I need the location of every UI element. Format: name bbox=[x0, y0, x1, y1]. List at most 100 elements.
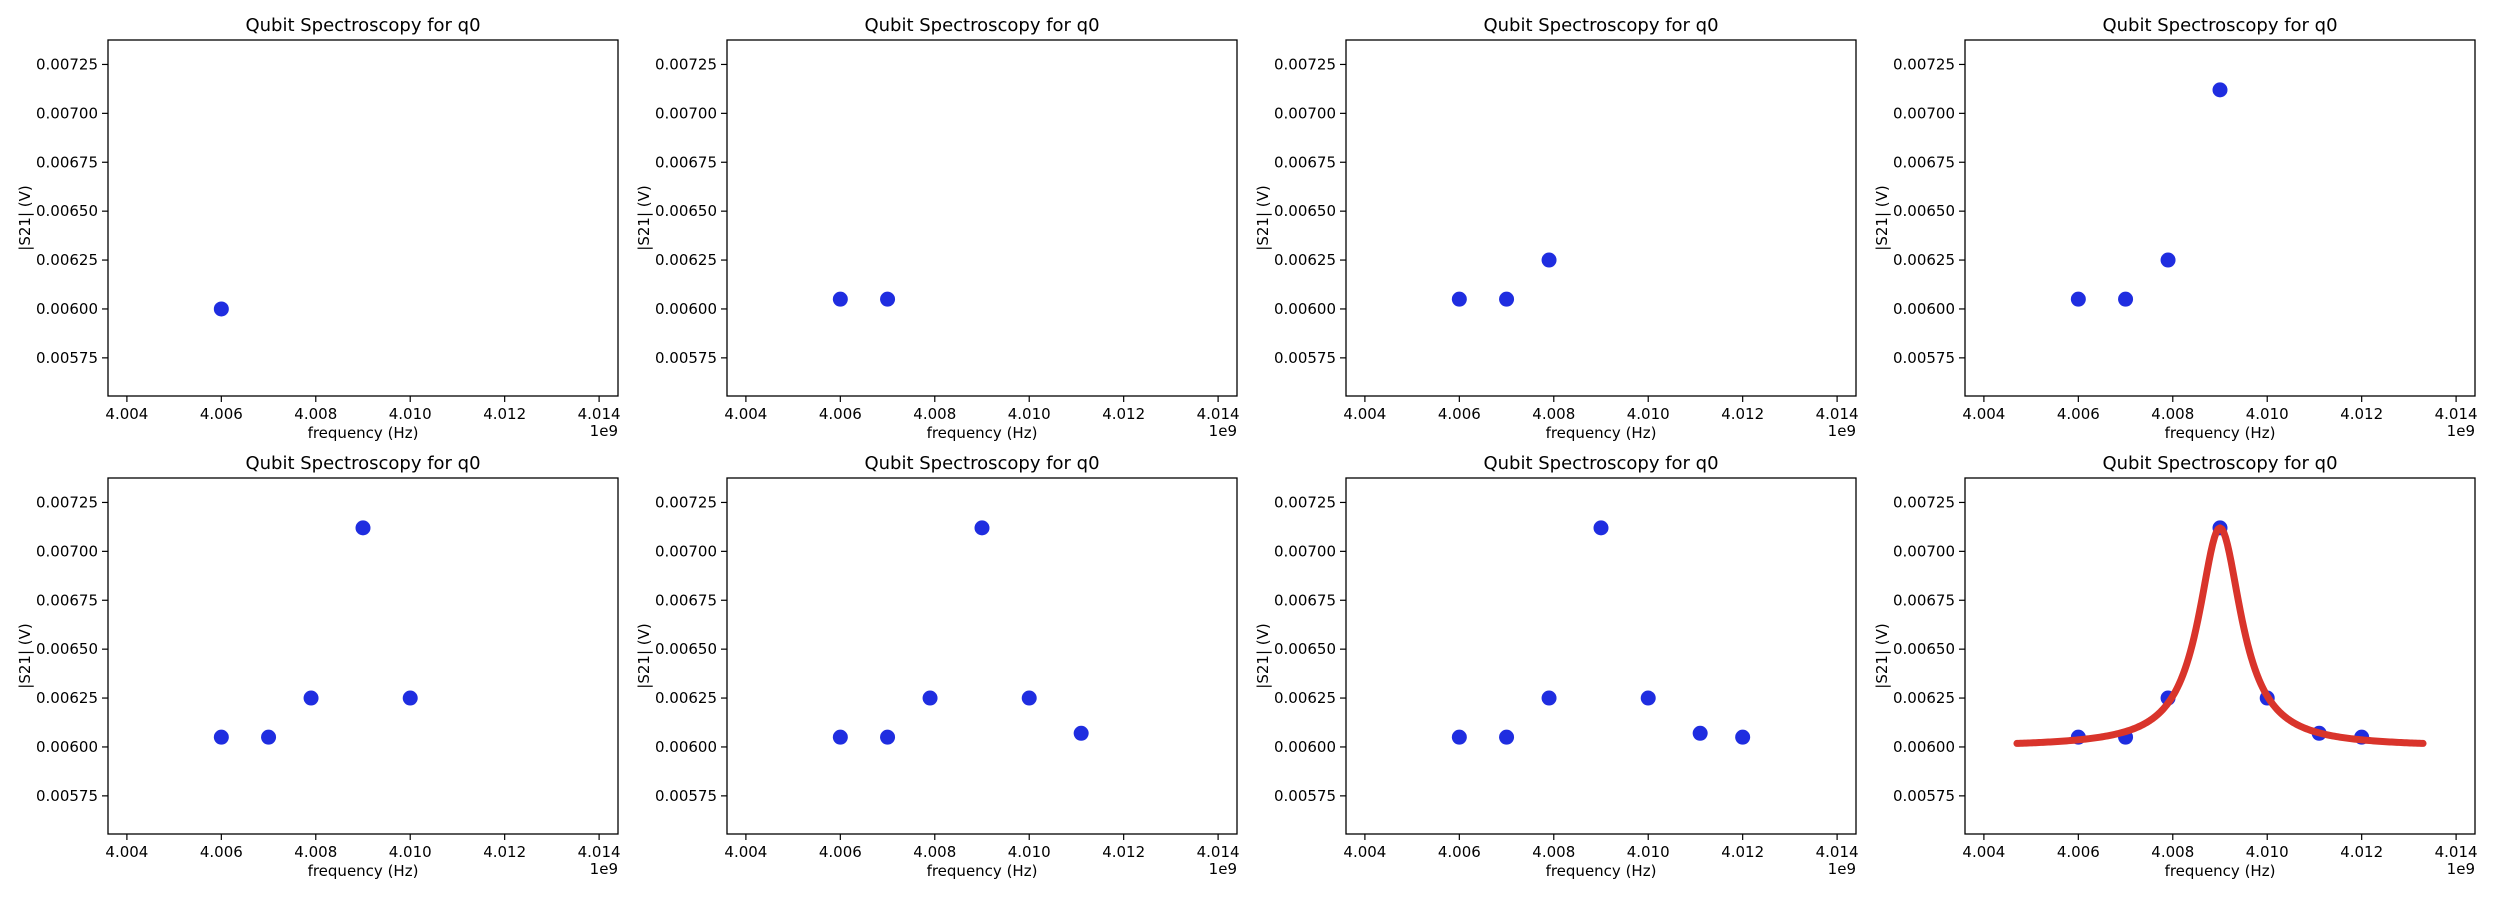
y-tick-label: 0.00725 bbox=[1893, 55, 1955, 73]
x-tick-label: 4.010 bbox=[2246, 405, 2289, 423]
x-tick-label: 4.004 bbox=[1962, 405, 2005, 423]
x-offset-label: 1e9 bbox=[1828, 422, 1856, 440]
y-tick-label: 0.00575 bbox=[36, 349, 98, 367]
x-tick-label: 4.006 bbox=[1438, 405, 1481, 423]
chart-title: Qubit Spectroscopy for q0 bbox=[2102, 453, 2337, 474]
y-tick-label: 0.00725 bbox=[655, 493, 717, 511]
data-point bbox=[2212, 82, 2228, 98]
x-tick-label: 4.014 bbox=[1197, 405, 1240, 423]
chart-title: Qubit Spectroscopy for q0 bbox=[245, 15, 480, 36]
x-tick-label: 4.010 bbox=[1627, 843, 1670, 861]
x-tick-label: 4.012 bbox=[483, 405, 526, 423]
x-tick-label: 4.012 bbox=[2340, 843, 2383, 861]
y-tick-label: 0.00725 bbox=[1893, 493, 1955, 511]
x-tick-label: 4.006 bbox=[2057, 405, 2100, 423]
chart-title: Qubit Spectroscopy for q0 bbox=[2102, 15, 2337, 36]
y-tick-label: 0.00600 bbox=[655, 738, 717, 756]
y-tick-label: 0.00625 bbox=[1893, 689, 1955, 707]
chart-title: Qubit Spectroscopy for q0 bbox=[864, 15, 1099, 36]
x-tick-label: 4.006 bbox=[200, 843, 243, 861]
y-axis-label: |S21| (V) bbox=[635, 185, 653, 250]
y-tick-label: 0.00675 bbox=[36, 153, 98, 171]
y-tick-label: 0.00725 bbox=[1274, 493, 1336, 511]
data-point bbox=[355, 520, 371, 536]
data-point bbox=[974, 520, 990, 536]
data-point bbox=[1541, 690, 1557, 706]
data-point bbox=[2070, 291, 2086, 307]
data-point bbox=[261, 729, 277, 745]
y-tick-label: 0.00650 bbox=[36, 640, 98, 658]
y-tick-label: 0.00575 bbox=[655, 349, 717, 367]
x-offset-label: 1e9 bbox=[2447, 860, 2475, 878]
x-axis-label: frequency (Hz) bbox=[927, 424, 1038, 442]
axes-frame bbox=[107, 39, 619, 397]
x-tick-label: 4.004 bbox=[1343, 843, 1386, 861]
y-tick-label: 0.00725 bbox=[36, 55, 98, 73]
chart-panel-8: Qubit Spectroscopy for q0 0.00575 0.00600 0… bbox=[1873, 453, 2478, 880]
axes-frame bbox=[726, 477, 1238, 835]
y-tick-label: 0.00675 bbox=[1274, 153, 1336, 171]
data-point bbox=[213, 729, 229, 745]
x-tick-label: 4.004 bbox=[724, 405, 767, 423]
y-axis-label: |S21| (V) bbox=[1873, 185, 1891, 250]
y-tick-label: 0.00700 bbox=[1893, 104, 1955, 122]
data-point bbox=[1499, 291, 1515, 307]
chart-title: Qubit Spectroscopy for q0 bbox=[864, 453, 1099, 474]
y-tick-label: 0.00700 bbox=[1274, 104, 1336, 122]
y-tick-label: 0.00650 bbox=[655, 202, 717, 220]
x-tick-label: 4.004 bbox=[1343, 405, 1386, 423]
data-point bbox=[1640, 690, 1656, 706]
x-tick-label: 4.004 bbox=[105, 405, 148, 423]
x-tick-label: 4.012 bbox=[1102, 843, 1145, 861]
y-tick-label: 0.00700 bbox=[655, 542, 717, 560]
y-tick-label: 0.00725 bbox=[1274, 55, 1336, 73]
data-point bbox=[1735, 729, 1751, 745]
x-axis-label: frequency (Hz) bbox=[2165, 862, 2276, 880]
x-tick-label: 4.008 bbox=[913, 843, 956, 861]
y-tick-label: 0.00675 bbox=[1893, 591, 1955, 609]
y-tick-label: 0.00700 bbox=[1274, 542, 1336, 560]
x-tick-label: 4.008 bbox=[2151, 405, 2194, 423]
x-tick-label: 4.008 bbox=[294, 405, 337, 423]
data-point bbox=[1073, 725, 1089, 741]
y-tick-label: 0.00600 bbox=[655, 300, 717, 318]
x-tick-label: 4.006 bbox=[1438, 843, 1481, 861]
y-tick-label: 0.00625 bbox=[655, 689, 717, 707]
x-offset-label: 1e9 bbox=[1209, 860, 1237, 878]
x-tick-label: 4.010 bbox=[389, 843, 432, 861]
y-tick-label: 0.00625 bbox=[36, 251, 98, 269]
y-tick-label: 0.00725 bbox=[36, 493, 98, 511]
x-tick-label: 4.014 bbox=[1816, 405, 1859, 423]
x-tick-label: 4.006 bbox=[200, 405, 243, 423]
data-point bbox=[303, 690, 319, 706]
y-tick-label: 0.00675 bbox=[36, 591, 98, 609]
y-tick-label: 0.00575 bbox=[1274, 349, 1336, 367]
y-tick-label: 0.00650 bbox=[1274, 640, 1336, 658]
x-axis-label: frequency (Hz) bbox=[1546, 862, 1657, 880]
data-point bbox=[922, 690, 938, 706]
y-tick-label: 0.00650 bbox=[1274, 202, 1336, 220]
y-tick-label: 0.00625 bbox=[1274, 689, 1336, 707]
x-tick-label: 4.010 bbox=[1008, 405, 1051, 423]
chart-title: Qubit Spectroscopy for q0 bbox=[1483, 453, 1718, 474]
x-tick-label: 4.004 bbox=[724, 843, 767, 861]
x-offset-label: 1e9 bbox=[2447, 422, 2475, 440]
axes-frame bbox=[1345, 477, 1857, 835]
y-axis-label: |S21| (V) bbox=[16, 623, 34, 688]
y-tick-label: 0.00625 bbox=[655, 251, 717, 269]
x-tick-label: 4.006 bbox=[819, 843, 862, 861]
x-tick-label: 4.010 bbox=[2246, 843, 2289, 861]
x-axis-label: frequency (Hz) bbox=[308, 424, 419, 442]
x-tick-label: 4.014 bbox=[2435, 843, 2478, 861]
y-tick-label: 0.00600 bbox=[1274, 300, 1336, 318]
y-axis-label: |S21| (V) bbox=[1254, 185, 1272, 250]
y-tick-label: 0.00725 bbox=[655, 55, 717, 73]
data-point bbox=[1499, 729, 1515, 745]
chart-panel-5: Qubit Spectroscopy for q0 0.00575 0.00600 0… bbox=[16, 453, 621, 880]
y-axis-label: |S21| (V) bbox=[1873, 623, 1891, 688]
x-tick-label: 4.014 bbox=[578, 843, 621, 861]
x-tick-label: 4.012 bbox=[1721, 405, 1764, 423]
fit-curve bbox=[2013, 524, 2427, 747]
y-tick-label: 0.00650 bbox=[655, 640, 717, 658]
data-point bbox=[1541, 252, 1557, 268]
